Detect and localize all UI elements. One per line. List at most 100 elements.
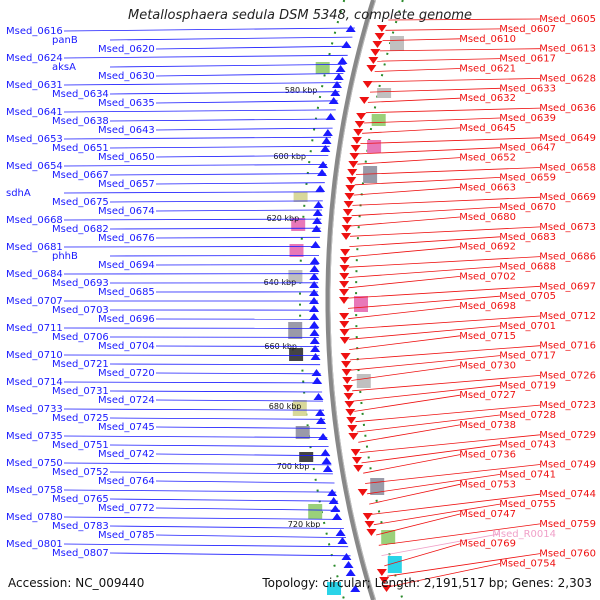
reverse-gene xyxy=(345,409,356,416)
forward-gene xyxy=(350,585,361,592)
right-gene-label: Msed_0613 xyxy=(539,44,596,55)
reverse-gene xyxy=(342,217,353,224)
right-leader-line xyxy=(351,206,501,217)
reverse-gene xyxy=(376,569,387,576)
reverse-gene xyxy=(346,417,357,424)
left-leader-line xyxy=(155,534,347,538)
forward-gene xyxy=(312,377,323,384)
left-leader-line xyxy=(109,525,344,529)
right-leader-line xyxy=(348,315,541,330)
left-leader-line xyxy=(155,127,333,131)
left-leader-line xyxy=(155,399,324,402)
right-leader-line xyxy=(348,256,541,268)
left-gene-label: Msed_0654 xyxy=(6,161,63,172)
reverse-gene xyxy=(372,41,383,48)
left-gene-label: Msed_0750 xyxy=(6,458,63,469)
right-leader-line xyxy=(361,444,501,464)
right-gene-label: Msed_0759 xyxy=(539,519,596,530)
kbp-tick-label: 620 kbp xyxy=(267,214,300,223)
reverse-gene xyxy=(357,489,368,496)
left-gene-label: sdhA xyxy=(6,188,31,199)
reverse-gene xyxy=(341,361,352,368)
right-gene-label: Msed_0610 xyxy=(459,34,516,45)
left-gene-label: Msed_0772 xyxy=(98,503,155,514)
reverse-gene xyxy=(366,529,377,536)
right-leader-line xyxy=(367,474,501,495)
right-gene-label: Msed_0617 xyxy=(499,54,556,65)
left-leader-line xyxy=(63,191,324,194)
forward-gene xyxy=(309,305,320,312)
forward-gene xyxy=(328,497,339,504)
right-leader-line xyxy=(385,28,501,31)
left-gene-label: Msed_0704 xyxy=(98,341,155,352)
accession-text: Accession: NC_009440 xyxy=(8,576,145,590)
right-gene-label: Msed_0744 xyxy=(539,489,596,500)
right-leader-line xyxy=(377,58,501,62)
right-gene-label: Msed_0632 xyxy=(459,93,516,104)
feature-block xyxy=(371,114,386,126)
reverse-gene xyxy=(349,153,360,160)
forward-gene xyxy=(322,465,333,472)
left-gene-label: Msed_0751 xyxy=(52,440,109,451)
left-gene-label: Msed_0783 xyxy=(52,521,109,532)
left-gene-label: Msed_0674 xyxy=(98,206,155,217)
right-gene-label: Msed_0743 xyxy=(499,440,556,451)
reverse-gene xyxy=(350,449,361,456)
reverse-gene xyxy=(343,201,354,208)
forward-gene xyxy=(313,201,324,208)
left-gene-label: Msed_0685 xyxy=(98,287,155,298)
right-leader-line xyxy=(347,285,541,299)
right-gene-label: Msed_0702 xyxy=(459,271,516,282)
forward-gene xyxy=(318,433,329,440)
forward-gene xyxy=(312,209,323,216)
left-gene-label: Msed_0634 xyxy=(52,89,109,100)
left-gene-label: Msed_0682 xyxy=(52,224,109,235)
left-gene-label: Msed_0706 xyxy=(52,332,109,343)
left-leader-line xyxy=(63,354,320,357)
right-leader-line xyxy=(348,246,461,258)
forward-gene xyxy=(309,273,320,280)
right-leader-line xyxy=(378,523,541,546)
right-gene-label: Msed_0663 xyxy=(459,182,516,193)
right-gene-label: Msed_0760 xyxy=(539,549,596,560)
reverse-gene xyxy=(339,257,350,264)
left-gene-label: Msed_0616 xyxy=(6,26,63,37)
right-gene-label: Msed_0717 xyxy=(499,351,556,362)
forward-gene xyxy=(322,129,333,136)
forward-gene xyxy=(309,321,320,328)
kbp-tick-label: 600 kbp xyxy=(273,152,306,161)
left-gene-label: phhB xyxy=(52,251,78,262)
right-gene-label: Msed_0658 xyxy=(539,163,596,174)
feature-block xyxy=(377,88,392,98)
feature-block xyxy=(289,244,304,257)
reverse-gene xyxy=(381,585,392,592)
right-gene-label: Msed_0692 xyxy=(459,242,516,253)
right-leader-line xyxy=(350,216,461,227)
right-leader-line xyxy=(353,186,461,196)
left-leader-line xyxy=(63,516,342,520)
forward-gene xyxy=(309,297,319,304)
right-gene-label: Msed_0729 xyxy=(539,430,596,441)
right-gene-label: Msed_0749 xyxy=(539,460,596,471)
left-gene-label: Msed_0764 xyxy=(98,476,155,487)
right-gene-label: Msed_0669 xyxy=(539,192,596,203)
feature-block xyxy=(390,36,404,51)
forward-gene xyxy=(327,489,338,496)
left-leader-line xyxy=(109,498,339,502)
right-gene-label: Msed_0701 xyxy=(499,321,556,332)
forward-gene xyxy=(320,449,331,456)
left-gene-label: Msed_0711 xyxy=(6,323,63,334)
left-leader-line xyxy=(155,426,327,429)
right-gene-label: Msed_0670 xyxy=(499,202,556,213)
forward-gene xyxy=(312,217,323,224)
reverse-gene xyxy=(379,577,390,584)
left-gene-label: Msed_0780 xyxy=(6,512,63,523)
reverse-gene xyxy=(339,289,350,296)
right-gene-label: Msed_0715 xyxy=(459,331,516,342)
left-leader-line xyxy=(109,444,329,447)
right-gene-label: Msed_0723 xyxy=(539,400,596,411)
forward-gene xyxy=(335,65,346,72)
right-leader-line xyxy=(362,127,461,134)
kbp-tick-label: 700 kbp xyxy=(277,462,310,471)
reverse-gene xyxy=(340,249,351,256)
